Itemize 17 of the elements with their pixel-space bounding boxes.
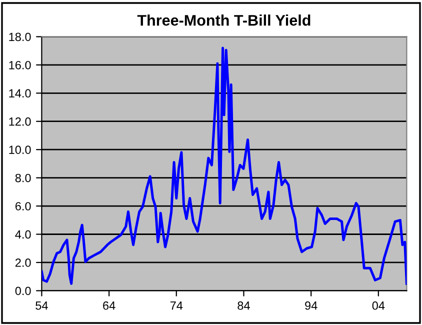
x-tick-label: 74	[170, 302, 183, 310]
x-tick-label: 64	[103, 301, 116, 310]
y-tick-label: 14.0	[9, 89, 31, 98]
y-tick-label: 10.0	[9, 146, 31, 154]
x-tick-label: 54	[36, 302, 48, 310]
chart-title: Three-Month T-Bill Yield	[137, 14, 310, 26]
x-tick-label: 84	[238, 301, 250, 310]
y-tick-label: 0.0	[15, 286, 31, 296]
y-tick-label: 18.0	[9, 32, 31, 42]
y-tick-label: 8.0	[15, 174, 31, 182]
y-tick-label: 2.0	[15, 258, 31, 267]
y-tick-label: 6.0	[15, 202, 31, 210]
y-tick-label: 12.0	[9, 117, 31, 126]
x-tick-label: 94	[305, 301, 318, 310]
x-tick-label: 04	[372, 301, 385, 310]
y-tick-label: 16.0	[9, 60, 31, 70]
y-tick-label: 4.0	[15, 230, 31, 239]
